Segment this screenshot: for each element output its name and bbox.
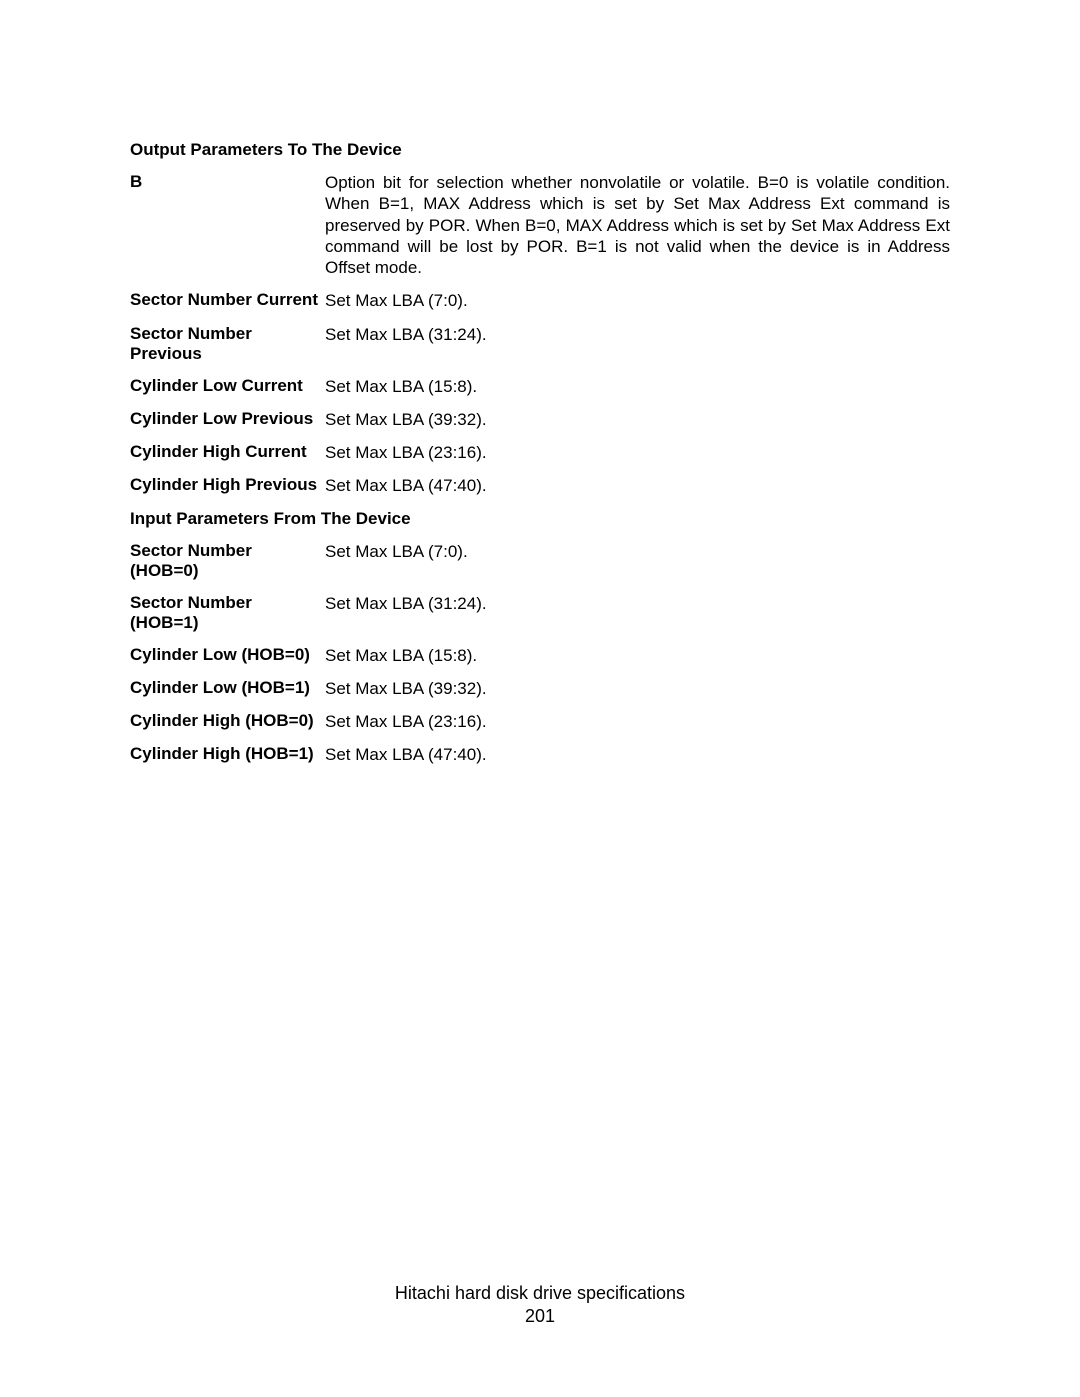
param-row: Cylinder High Current Set Max LBA (23:16… — [130, 442, 950, 463]
param-label: B — [130, 172, 325, 192]
param-value: Set Max LBA (23:16). — [325, 711, 950, 732]
output-params-heading: Output Parameters To The Device — [130, 140, 950, 160]
param-value: Set Max LBA (31:24). — [325, 593, 950, 614]
param-row: B Option bit for selection whether nonvo… — [130, 172, 950, 278]
page-content: Output Parameters To The Device B Option… — [0, 0, 1080, 766]
param-value: Set Max LBA (7:0). — [325, 290, 950, 311]
footer-title: Hitachi hard disk drive specifications — [0, 1283, 1080, 1304]
param-value: Set Max LBA (23:16). — [325, 442, 950, 463]
param-value: Set Max LBA (47:40). — [325, 744, 950, 765]
param-label: Cylinder Low Current — [130, 376, 325, 396]
param-row: Cylinder Low Current Set Max LBA (15:8). — [130, 376, 950, 397]
param-value: Option bit for selection whether nonvola… — [325, 172, 950, 278]
param-row: Cylinder Low Previous Set Max LBA (39:32… — [130, 409, 950, 430]
param-label: Sector Number (HOB=1) — [130, 593, 325, 633]
param-row: Sector Number Previous Set Max LBA (31:2… — [130, 324, 950, 364]
param-value: Set Max LBA (39:32). — [325, 409, 950, 430]
param-value: Set Max LBA (47:40). — [325, 475, 950, 496]
param-row: Cylinder Low (HOB=0) Set Max LBA (15:8). — [130, 645, 950, 666]
param-label: Sector Number (HOB=0) — [130, 541, 325, 581]
param-value: Set Max LBA (39:32). — [325, 678, 950, 699]
param-row: Cylinder High (HOB=0) Set Max LBA (23:16… — [130, 711, 950, 732]
param-label: Cylinder High (HOB=0) — [130, 711, 325, 731]
param-label: Cylinder Low (HOB=1) — [130, 678, 325, 698]
param-label: Cylinder Low (HOB=0) — [130, 645, 325, 665]
param-label: Sector Number Previous — [130, 324, 325, 364]
param-label: Cylinder High Current — [130, 442, 325, 462]
param-label: Cylinder High Previous — [130, 475, 325, 495]
param-value: Set Max LBA (7:0). — [325, 541, 950, 562]
param-value: Set Max LBA (31:24). — [325, 324, 950, 345]
param-value: Set Max LBA (15:8). — [325, 645, 950, 666]
param-row: Cylinder High Previous Set Max LBA (47:4… — [130, 475, 950, 496]
param-label: Cylinder High (HOB=1) — [130, 744, 325, 764]
param-row: Sector Number (HOB=0) Set Max LBA (7:0). — [130, 541, 950, 581]
page-footer: Hitachi hard disk drive specifications 2… — [0, 1283, 1080, 1327]
param-row: Sector Number (HOB=1) Set Max LBA (31:24… — [130, 593, 950, 633]
input-params-heading: Input Parameters From The Device — [130, 509, 950, 529]
param-row: Sector Number Current Set Max LBA (7:0). — [130, 290, 950, 311]
footer-page-number: 201 — [0, 1306, 1080, 1327]
param-row: Cylinder Low (HOB=1) Set Max LBA (39:32)… — [130, 678, 950, 699]
param-label: Cylinder Low Previous — [130, 409, 325, 429]
param-row: Cylinder High (HOB=1) Set Max LBA (47:40… — [130, 744, 950, 765]
param-label: Sector Number Current — [130, 290, 325, 310]
param-value: Set Max LBA (15:8). — [325, 376, 950, 397]
